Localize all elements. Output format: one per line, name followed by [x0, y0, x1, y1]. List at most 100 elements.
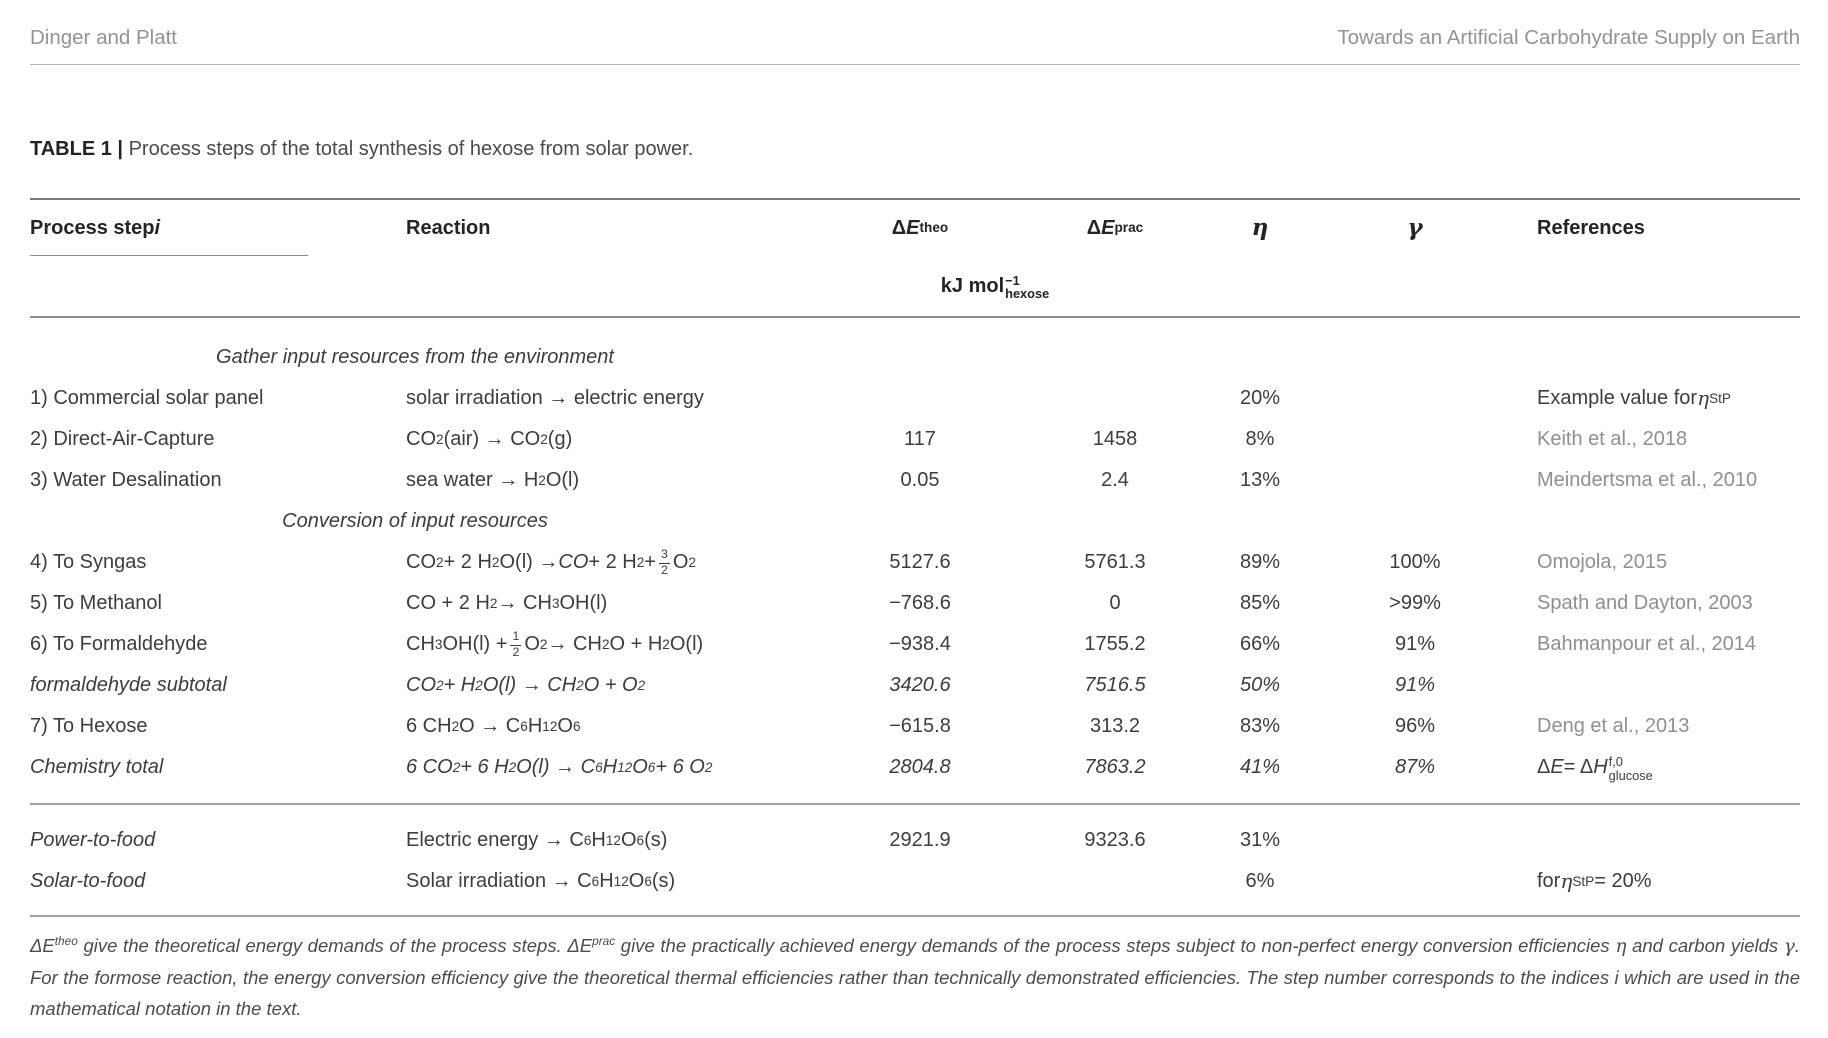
cell-e-prac: 2.4 — [1101, 469, 1129, 491]
cell-e-prac: 9323.6 — [1084, 829, 1146, 851]
cell-gamma: 87% — [1394, 756, 1436, 778]
unit-header: kJ mol −1 hexose — [940, 272, 1050, 301]
col-header-references: References — [1537, 216, 1645, 239]
cell-reaction: sea water → H 2 O(l) — [406, 469, 580, 491]
header-bottom-rule — [30, 316, 1800, 318]
cell-eta: 6% — [1245, 870, 1275, 892]
cell-e-prac: 7863.2 — [1084, 756, 1146, 778]
cell-reference: Keith et al., 2018 — [1500, 419, 1800, 460]
cell-reference: for η StP = 20% — [1537, 869, 1652, 893]
cell-step: 2) Direct-Air-Capture — [30, 428, 215, 450]
cell-e-prac: 7516.5 — [1084, 674, 1146, 696]
citation-link[interactable]: Omojola, 2015 — [1537, 551, 1668, 573]
cell-eta: 89% — [1239, 551, 1281, 573]
cell-step: Solar-to-food — [30, 870, 146, 892]
section-row: Gather input resources from the environm… — [30, 318, 1800, 378]
table-caption-label: TABLE 1 | — [30, 138, 124, 160]
header-underline — [30, 255, 308, 256]
cell-e-prac — [1040, 378, 1190, 419]
cell-reference: Omojola, 2015 — [1500, 542, 1800, 583]
running-author: Dinger and Platt — [30, 26, 178, 49]
cell-gamma: 91% — [1394, 674, 1436, 696]
cell-e-prac: 1755.2 — [1084, 633, 1146, 655]
col-header-reaction: Reaction — [406, 216, 491, 239]
cell-gamma: 91% — [1394, 633, 1436, 655]
cell-step: 1) Commercial solar panel — [30, 387, 264, 409]
cell-step: formaldehyde subtotal — [30, 674, 227, 696]
cell-e-theo: 5127.6 — [889, 551, 951, 573]
cell-e-theo: 2921.9 — [889, 829, 951, 851]
cell-step: 4) To Syngas — [30, 551, 147, 573]
cell-e-prac: 1458 — [1092, 428, 1138, 450]
citation-link[interactable]: Keith et al., 2018 — [1537, 428, 1688, 450]
cell-step: Chemistry total — [30, 756, 164, 778]
cell-gamma — [1330, 378, 1500, 419]
cell-eta: 31% — [1239, 829, 1281, 851]
citation-link[interactable]: Meindertsma et al., 2010 — [1537, 469, 1758, 491]
cell-e-prac: 313.2 — [1089, 715, 1141, 737]
cell-e-theo — [800, 378, 1040, 419]
cell-step: Power-to-food — [30, 829, 156, 851]
cell-gamma — [1330, 460, 1500, 501]
cell-gamma: 100% — [1389, 551, 1441, 573]
cell-e-theo: 0.05 — [900, 469, 940, 491]
running-title: Towards an Artificial Carbohydrate Suppl… — [1337, 26, 1800, 49]
cell-e-theo — [800, 861, 1040, 915]
section-label: Conversion of input resources — [282, 510, 548, 532]
cell-reaction: 6 CH 2 O → C 6 H 12 O 6 — [406, 715, 581, 737]
cell-reaction: CO 2 (air) → CO 2 (g) — [406, 428, 573, 450]
cell-eta: 50% — [1239, 674, 1281, 696]
cell-e-theo: −615.8 — [889, 715, 951, 737]
running-header: Dinger and Platt Towards an Artificial C… — [30, 0, 1800, 65]
cell-reaction: solar irradiation → electric energy — [406, 387, 704, 409]
cell-reference — [1500, 805, 1800, 861]
table-footnote: ΔEtheo give the theoretical energy deman… — [30, 933, 1800, 1019]
col-header-process-step: Process step i — [30, 200, 400, 256]
cell-eta: 41% — [1239, 756, 1281, 778]
citation-link[interactable]: Spath and Dayton, 2003 — [1537, 592, 1753, 614]
cell-e-prac — [1040, 861, 1190, 915]
cell-step: 3) Water Desalination — [30, 469, 222, 491]
section-row: Conversion of input resources — [30, 501, 1800, 542]
citation-link[interactable]: Deng et al., 2013 — [1537, 715, 1690, 737]
cell-reference: Deng et al., 2013 — [1500, 706, 1800, 747]
cell-gamma — [1330, 805, 1500, 861]
cell-eta: 20% — [1239, 387, 1281, 409]
cell-e-prac: 5761.3 — [1084, 551, 1146, 573]
cell-reference — [1500, 665, 1800, 706]
cell-step: 6) To Formaldehyde — [30, 633, 208, 655]
col-header-gamma: γ — [1407, 213, 1423, 241]
cell-e-theo: 117 — [904, 428, 936, 450]
cell-reaction: Solar irradiation → C 6 H 12 O 6 (s) — [406, 870, 676, 892]
table-caption: TABLE 1 | Process steps of the total syn… — [30, 137, 1800, 161]
cell-reaction: Electric energy → C 6 H 12 O 6 (s) — [406, 829, 668, 851]
cell-reference: Bahmanpour et al., 2014 — [1500, 624, 1800, 665]
cell-e-theo: 3420.6 — [889, 674, 951, 696]
citation-link[interactable]: Bahmanpour et al., 2014 — [1537, 633, 1757, 655]
table-caption-text: Process steps of the total synthesis of … — [128, 138, 694, 160]
cell-eta: 8% — [1245, 428, 1275, 450]
cell-reference: Meindertsma et al., 2010 — [1500, 460, 1800, 501]
cell-e-theo: −938.4 — [889, 633, 951, 655]
section-label: Gather input resources from the environm… — [216, 346, 614, 368]
cell-eta: 66% — [1239, 633, 1281, 655]
cell-gamma — [1330, 861, 1500, 915]
cell-gamma: 96% — [1394, 715, 1436, 737]
cell-gamma: >99% — [1389, 592, 1441, 614]
cell-gamma — [1330, 419, 1500, 460]
cell-e-prac: 0 — [1109, 592, 1121, 614]
cell-reference: Example value for η StP — [1537, 386, 1731, 410]
cell-reference: Spath and Dayton, 2003 — [1500, 583, 1800, 624]
cell-step: 5) To Methanol — [30, 592, 162, 614]
cell-eta: 85% — [1239, 592, 1281, 614]
